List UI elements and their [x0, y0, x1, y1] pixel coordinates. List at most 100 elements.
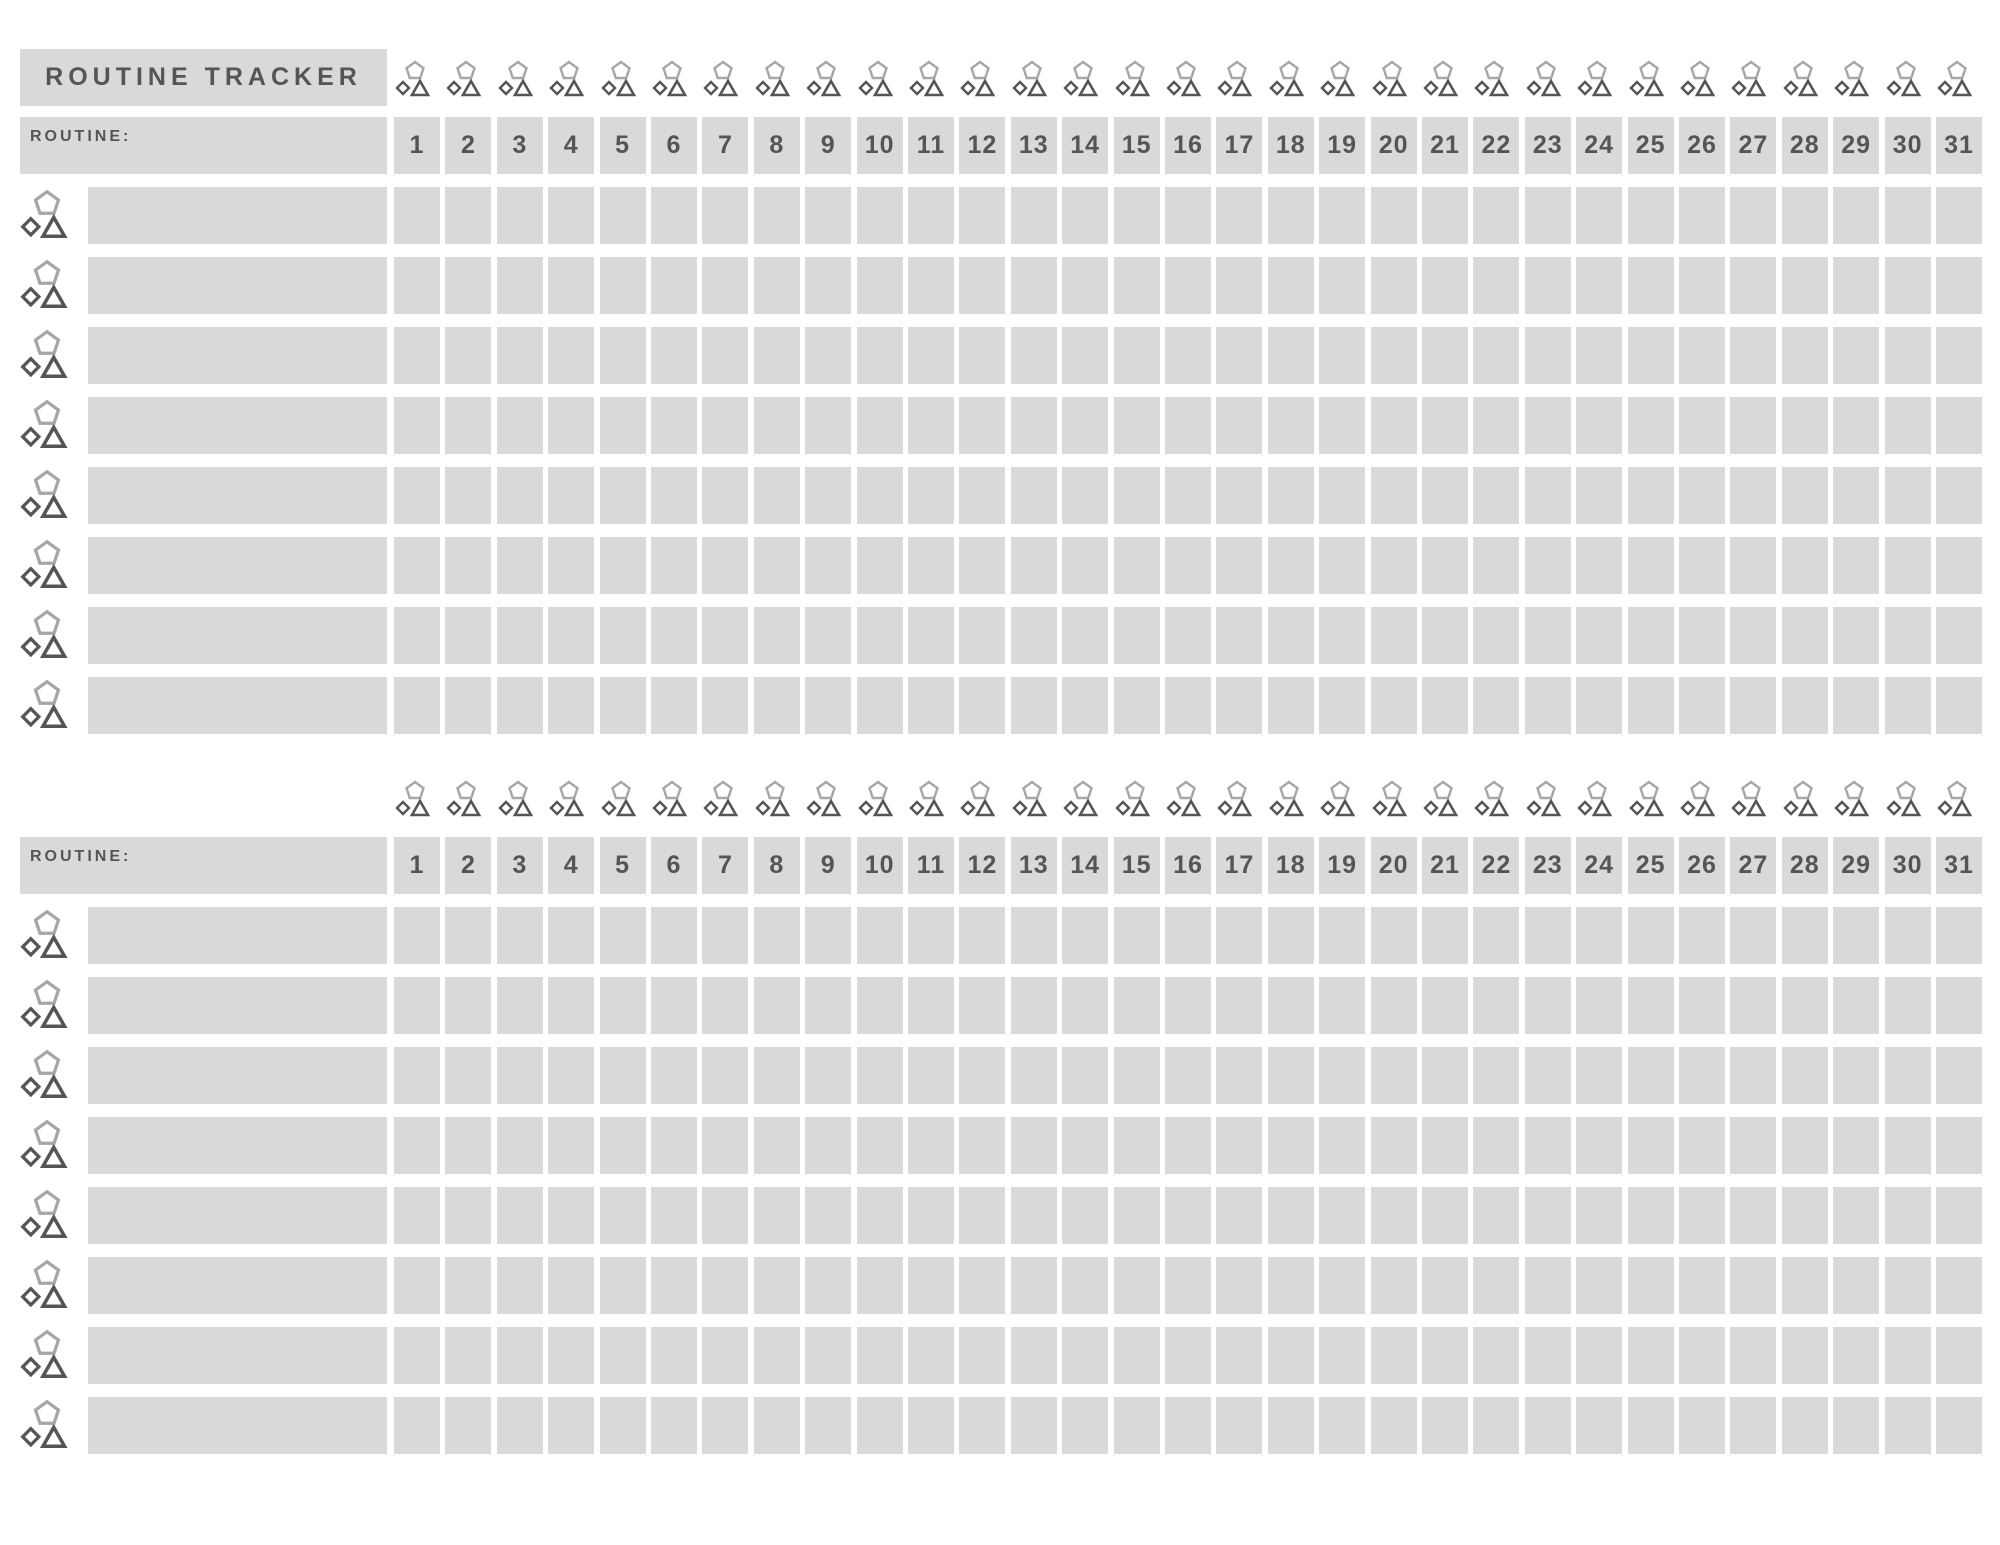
day-checkbox[interactable]: [1936, 677, 1982, 734]
day-checkbox[interactable]: [1627, 397, 1674, 454]
day-checkbox[interactable]: [1884, 1257, 1931, 1314]
day-checkbox[interactable]: [1319, 537, 1366, 594]
day-checkbox[interactable]: [753, 1257, 800, 1314]
day-checkbox[interactable]: [1833, 1327, 1880, 1384]
day-checkbox[interactable]: [1781, 1397, 1828, 1454]
day-checkbox[interactable]: [1010, 1257, 1057, 1314]
day-checkbox[interactable]: [548, 1257, 595, 1314]
day-checkbox[interactable]: [1216, 607, 1263, 664]
day-checkbox[interactable]: [1216, 537, 1263, 594]
routine-name-field[interactable]: [88, 467, 387, 524]
day-checkbox[interactable]: [651, 1257, 697, 1314]
day-checkbox[interactable]: [599, 1397, 646, 1454]
day-checkbox[interactable]: [1576, 677, 1623, 734]
day-checkbox[interactable]: [1781, 187, 1828, 244]
day-checkbox[interactable]: [1781, 1257, 1828, 1314]
day-checkbox[interactable]: [1884, 1397, 1931, 1454]
day-checkbox[interactable]: [1679, 1257, 1725, 1314]
day-checkbox[interactable]: [1730, 1187, 1777, 1244]
day-checkbox[interactable]: [1010, 537, 1057, 594]
day-checkbox[interactable]: [908, 1327, 954, 1384]
day-checkbox[interactable]: [599, 257, 646, 314]
day-checkbox[interactable]: [445, 1117, 492, 1174]
day-checkbox[interactable]: [805, 257, 852, 314]
day-checkbox[interactable]: [702, 1117, 749, 1174]
day-checkbox[interactable]: [1319, 187, 1366, 244]
day-checkbox[interactable]: [496, 1047, 543, 1104]
day-checkbox[interactable]: [1679, 907, 1725, 964]
day-checkbox[interactable]: [959, 977, 1006, 1034]
day-checkbox[interactable]: [1576, 607, 1623, 664]
day-checkbox[interactable]: [753, 977, 800, 1034]
day-checkbox[interactable]: [908, 257, 954, 314]
routine-name-field[interactable]: [88, 1397, 387, 1454]
day-checkbox[interactable]: [599, 1187, 646, 1244]
day-checkbox[interactable]: [1319, 327, 1366, 384]
day-checkbox[interactable]: [1113, 1257, 1160, 1314]
day-checkbox[interactable]: [1216, 1047, 1263, 1104]
day-checkbox[interactable]: [1576, 187, 1623, 244]
day-checkbox[interactable]: [1216, 1397, 1263, 1454]
day-checkbox[interactable]: [959, 1327, 1006, 1384]
day-checkbox[interactable]: [1010, 327, 1057, 384]
day-checkbox[interactable]: [1781, 397, 1828, 454]
day-checkbox[interactable]: [959, 537, 1006, 594]
day-checkbox[interactable]: [496, 397, 543, 454]
day-checkbox[interactable]: [856, 257, 903, 314]
day-checkbox[interactable]: [1524, 397, 1571, 454]
day-checkbox[interactable]: [1884, 977, 1931, 1034]
day-checkbox[interactable]: [1267, 1327, 1314, 1384]
day-checkbox[interactable]: [548, 187, 595, 244]
day-checkbox[interactable]: [1884, 607, 1931, 664]
day-checkbox[interactable]: [1473, 1117, 1520, 1174]
day-checkbox[interactable]: [1473, 1047, 1520, 1104]
day-checkbox[interactable]: [651, 257, 697, 314]
day-checkbox[interactable]: [1730, 677, 1777, 734]
day-checkbox[interactable]: [805, 397, 852, 454]
day-checkbox[interactable]: [1833, 467, 1880, 524]
day-checkbox[interactable]: [1267, 1187, 1314, 1244]
day-checkbox[interactable]: [805, 977, 852, 1034]
day-checkbox[interactable]: [1113, 397, 1160, 454]
day-checkbox[interactable]: [1010, 1117, 1057, 1174]
day-checkbox[interactable]: [1730, 1257, 1777, 1314]
day-checkbox[interactable]: [394, 1187, 440, 1244]
day-checkbox[interactable]: [1267, 327, 1314, 384]
day-checkbox[interactable]: [702, 677, 749, 734]
day-checkbox[interactable]: [651, 467, 697, 524]
day-checkbox[interactable]: [1062, 537, 1109, 594]
day-checkbox[interactable]: [1679, 607, 1725, 664]
day-checkbox[interactable]: [702, 1257, 749, 1314]
day-checkbox[interactable]: [1781, 1187, 1828, 1244]
day-checkbox[interactable]: [599, 397, 646, 454]
day-checkbox[interactable]: [599, 907, 646, 964]
day-checkbox[interactable]: [1781, 1117, 1828, 1174]
day-checkbox[interactable]: [1884, 1327, 1931, 1384]
day-checkbox[interactable]: [548, 1327, 595, 1384]
day-checkbox[interactable]: [394, 907, 440, 964]
day-checkbox[interactable]: [496, 977, 543, 1034]
day-checkbox[interactable]: [1679, 977, 1725, 1034]
day-checkbox[interactable]: [856, 1047, 903, 1104]
day-checkbox[interactable]: [394, 1257, 440, 1314]
day-checkbox[interactable]: [651, 1117, 697, 1174]
day-checkbox[interactable]: [1524, 677, 1571, 734]
day-checkbox[interactable]: [1422, 187, 1468, 244]
routine-name-field[interactable]: [88, 677, 387, 734]
routine-name-field[interactable]: [88, 907, 387, 964]
day-checkbox[interactable]: [805, 537, 852, 594]
day-checkbox[interactable]: [1781, 327, 1828, 384]
day-checkbox[interactable]: [1884, 1187, 1931, 1244]
day-checkbox[interactable]: [1062, 1187, 1109, 1244]
day-checkbox[interactable]: [1319, 257, 1366, 314]
day-checkbox[interactable]: [651, 677, 697, 734]
day-checkbox[interactable]: [908, 907, 954, 964]
routine-name-field[interactable]: [88, 1117, 387, 1174]
day-checkbox[interactable]: [651, 1047, 697, 1104]
day-checkbox[interactable]: [1936, 1187, 1982, 1244]
day-checkbox[interactable]: [1627, 1257, 1674, 1314]
day-checkbox[interactable]: [1010, 677, 1057, 734]
day-checkbox[interactable]: [1679, 1047, 1725, 1104]
day-checkbox[interactable]: [1370, 467, 1417, 524]
day-checkbox[interactable]: [1062, 1117, 1109, 1174]
